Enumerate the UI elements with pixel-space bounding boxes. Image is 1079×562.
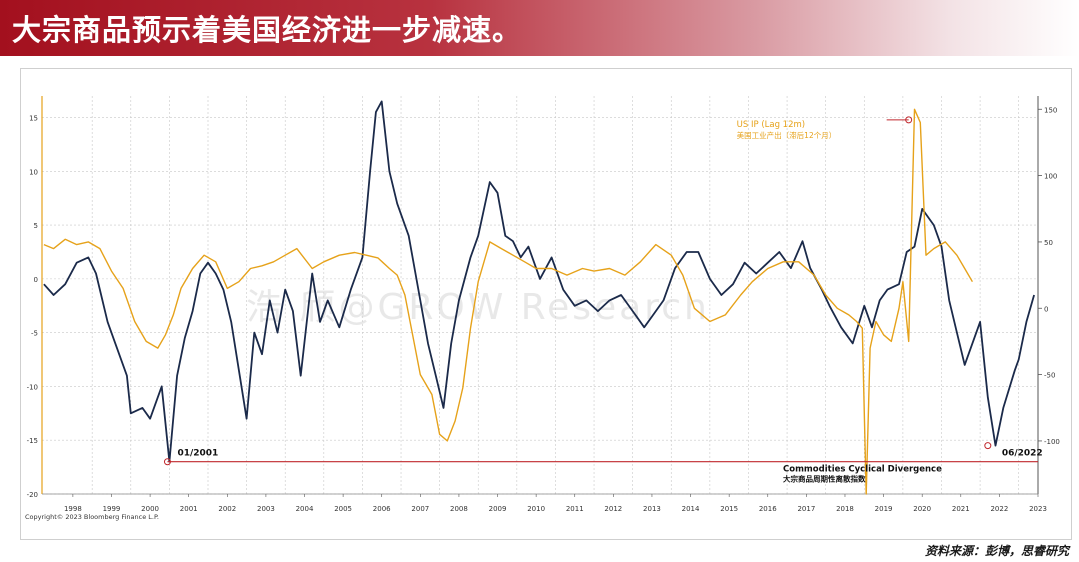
left-tick-label: -5 bbox=[31, 330, 38, 338]
x-tick-label: 2016 bbox=[759, 505, 777, 513]
annotations: 01/2001 06/2022 US IP (Lag 12m)美国工业产出（滞后12… bbox=[163, 116, 1043, 484]
left-tick-label: 10 bbox=[29, 168, 38, 176]
left-tick-label: -20 bbox=[27, 491, 38, 499]
commodities-legend-label: Commodities Cyclical Divergence bbox=[783, 465, 942, 475]
x-tick-label: 2004 bbox=[296, 505, 314, 513]
x-axis-ticks: 1998 1999 2000 2001 2002 2003 2004 2005 2006 2007… bbox=[64, 494, 1047, 513]
x-tick-label: 2011 bbox=[566, 505, 584, 513]
x-tick-label: 2013 bbox=[643, 505, 661, 513]
left-tick-label: -15 bbox=[27, 437, 38, 445]
x-tick-label: 2006 bbox=[373, 505, 391, 513]
series-lines bbox=[43, 100, 1035, 495]
x-tick-label: 2000 bbox=[141, 505, 159, 513]
left-tick-label: 0 bbox=[34, 276, 38, 284]
commodities-line bbox=[43, 100, 1035, 463]
x-tick-label: 2023 bbox=[1029, 505, 1047, 513]
us-ip-legend-label-cn: 美国工业产出（滞后12个月） bbox=[737, 130, 837, 140]
x-tick-label: 2002 bbox=[218, 505, 236, 513]
x-tick-label: 2005 bbox=[334, 505, 352, 513]
x-tick-label: 2015 bbox=[720, 505, 738, 513]
low-2022-marker bbox=[984, 442, 992, 450]
x-tick-label: 1999 bbox=[103, 505, 121, 513]
right-tick-label: 0 bbox=[1044, 305, 1048, 313]
x-tick-label: 2017 bbox=[797, 505, 815, 513]
right-tick-label: -50 bbox=[1044, 372, 1055, 380]
title-bar: 大宗商品预示着美国经济进一步减速。 bbox=[0, 0, 1079, 56]
x-tick-label: 2010 bbox=[527, 505, 545, 513]
axes bbox=[41, 96, 1039, 495]
left-tick-label: 15 bbox=[29, 115, 38, 123]
annotation-label-2001: 01/2001 bbox=[177, 449, 218, 459]
left-axis-ticks: 15 10 5 0 -5 -10 -15 -20 bbox=[27, 115, 38, 499]
annotation-label-2022: 06/2022 bbox=[1002, 449, 1043, 459]
x-tick-label: 2019 bbox=[875, 505, 893, 513]
x-tick-label: 1998 bbox=[64, 505, 82, 513]
x-tick-label: 2012 bbox=[604, 505, 622, 513]
x-tick-label: 2008 bbox=[450, 505, 468, 513]
x-tick-label: 2003 bbox=[257, 505, 275, 513]
right-axis-ticks: 150 100 50 0 -50 -100 bbox=[1038, 106, 1060, 446]
x-tick-label: 2007 bbox=[411, 505, 429, 513]
right-tick-label: -100 bbox=[1044, 438, 1060, 446]
x-tick-label: 2014 bbox=[682, 505, 700, 513]
commodities-legend-label-cn: 大宗商品周期性离散指数 bbox=[783, 474, 866, 484]
x-tick-label: 2021 bbox=[952, 505, 970, 513]
chart-frame: 15 10 5 0 -5 -10 -15 -20 150 100 50 0 -50 -100 1998 1… bbox=[20, 68, 1072, 540]
left-tick-label: 5 bbox=[34, 222, 38, 230]
x-tick-label: 2001 bbox=[180, 505, 198, 513]
x-tick-label: 2018 bbox=[836, 505, 854, 513]
right-tick-label: 150 bbox=[1044, 106, 1057, 114]
page-title: 大宗商品预示着美国经济进一步减速。 bbox=[12, 13, 523, 47]
right-tick-label: 100 bbox=[1044, 173, 1057, 181]
low-2001-marker bbox=[163, 458, 171, 466]
copyright-note: Copyright© 2023 Bloomberg Finance L.P. bbox=[25, 513, 159, 521]
us-ip-legend-label: US IP (Lag 12m) bbox=[737, 120, 805, 130]
x-tick-label: 2009 bbox=[489, 505, 507, 513]
right-tick-label: 50 bbox=[1044, 239, 1053, 247]
x-tick-label: 2022 bbox=[990, 505, 1008, 513]
us-ip-line bbox=[43, 108, 974, 495]
source-note: 资料来源：彭博，思睿研究 bbox=[924, 544, 1069, 558]
left-tick-label: -10 bbox=[27, 383, 38, 391]
x-tick-label: 2020 bbox=[913, 505, 931, 513]
